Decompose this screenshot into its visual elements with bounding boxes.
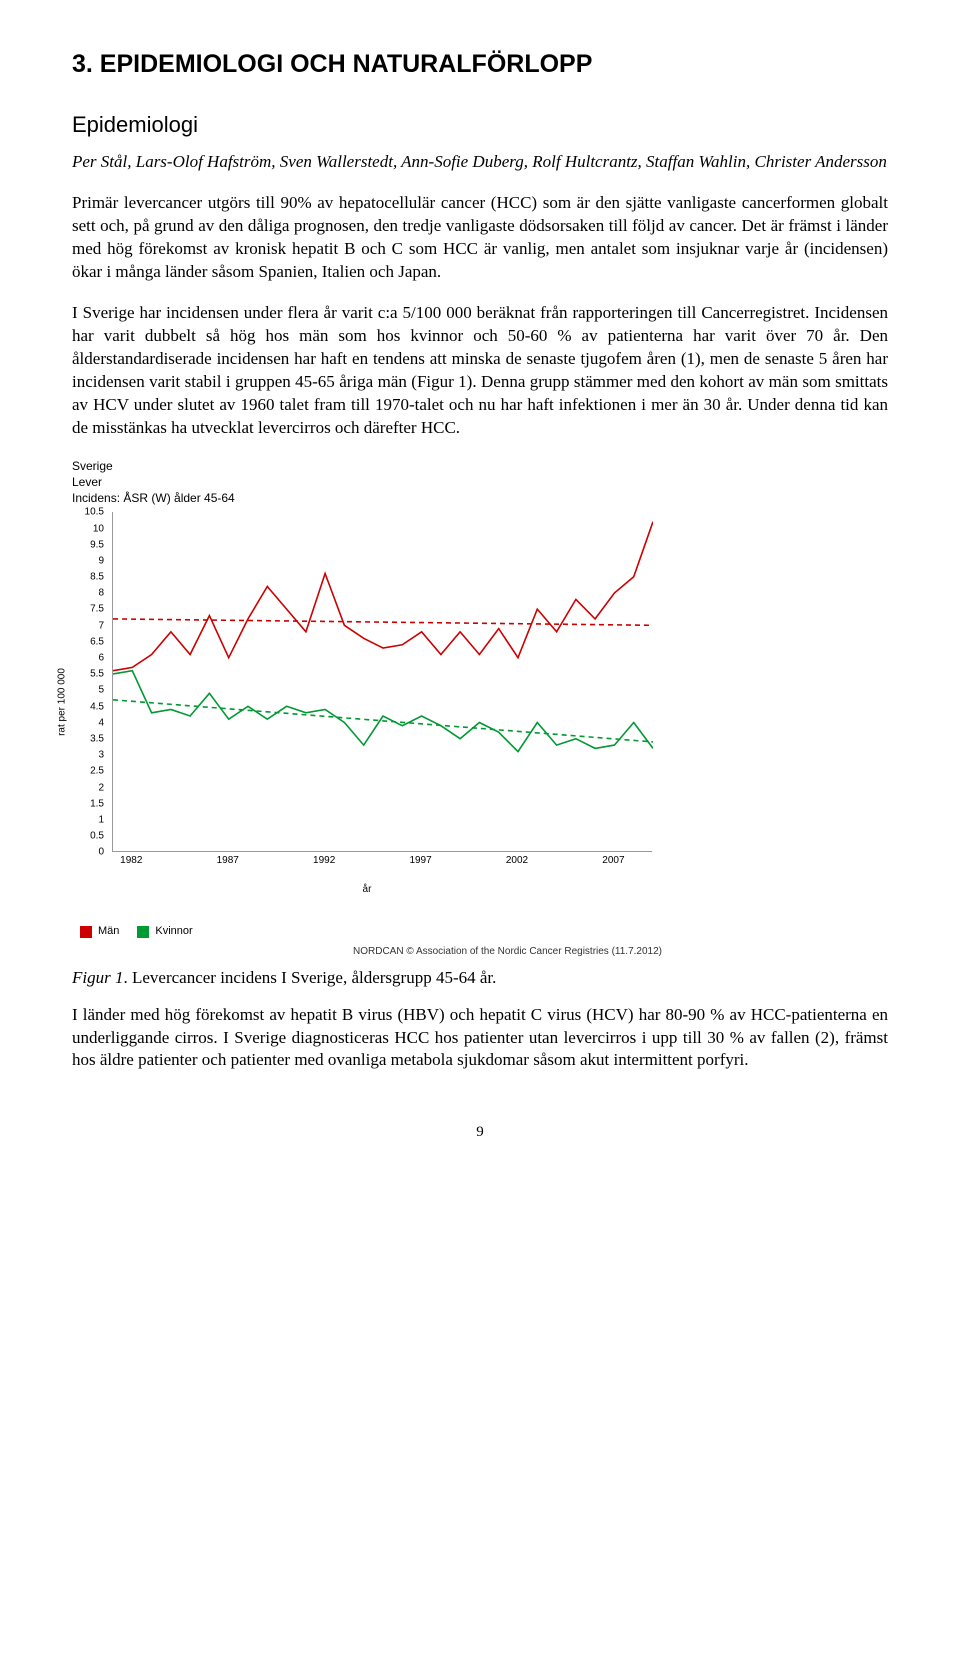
y-tick: 9.5: [90, 538, 104, 552]
y-tick: 2.5: [90, 765, 104, 779]
y-axis-label: rat per 100 000: [55, 668, 69, 736]
y-tick: 2: [98, 781, 104, 795]
x-tick: 2007: [602, 854, 624, 868]
swatch-women: [137, 926, 149, 938]
page-number: 9: [72, 1122, 888, 1142]
y-ticks: 00.511.522.533.544.555.566.577.588.599.5…: [72, 512, 108, 852]
chart-header: Sverige Lever Incidens: ÅSR (W) ålder 45…: [72, 458, 888, 507]
figure-label: Figur 1: [72, 968, 123, 987]
chart-header-line2: Lever: [72, 474, 888, 490]
y-tick: 9: [98, 554, 104, 568]
chart-figure: Sverige Lever Incidens: ÅSR (W) ålder 45…: [72, 458, 888, 959]
chart-header-line1: Sverige: [72, 458, 888, 474]
chart-footer: NORDCAN © Association of the Nordic Canc…: [72, 945, 662, 959]
y-tick: 8.5: [90, 570, 104, 584]
y-tick: 6.5: [90, 635, 104, 649]
y-tick: 3.5: [90, 732, 104, 746]
chart-svg: [113, 512, 653, 852]
legend-label-men: Män: [98, 924, 119, 939]
x-tick: 1997: [409, 854, 431, 868]
x-tick: 1982: [120, 854, 142, 868]
author-line: Per Stål, Lars-Olof Hafström, Sven Walle…: [72, 151, 888, 174]
legend: Män Kvinnor: [72, 924, 888, 939]
y-tick: 8: [98, 587, 104, 601]
y-tick: 10: [93, 522, 104, 536]
legend-item-women: Kvinnor: [137, 924, 192, 939]
x-ticks: 1982 1987 1992 1997 2002 2007: [112, 854, 652, 870]
y-tick: 1.5: [90, 797, 104, 811]
x-tick: 2002: [506, 854, 528, 868]
y-tick: 0.5: [90, 829, 104, 843]
section-heading: 3. EPIDEMIOLOGI OCH NATURALFÖRLOPP: [72, 48, 888, 82]
y-tick: 5: [98, 684, 104, 698]
paragraph-1: Primär levercancer utgörs till 90% av he…: [72, 192, 888, 284]
subsection-heading: Epidemiologi: [72, 110, 888, 140]
swatch-men: [80, 926, 92, 938]
x-tick: 1992: [313, 854, 335, 868]
figure-caption: Figur 1. Levercancer incidens I Sverige,…: [72, 967, 888, 990]
figure-caption-text: . Levercancer incidens I Sverige, ålders…: [123, 968, 496, 987]
y-tick: 3: [98, 748, 104, 762]
y-tick: 7: [98, 619, 104, 633]
chart-container: rat per 100 000 00.511.522.533.544.555.5…: [72, 512, 662, 892]
y-tick: 4.5: [90, 700, 104, 714]
y-tick: 0: [98, 846, 104, 860]
x-axis-label: år: [363, 883, 372, 897]
y-tick: 1: [98, 813, 104, 827]
y-tick: 5.5: [90, 667, 104, 681]
paragraph-2: I Sverige har incidensen under flera år …: [72, 302, 888, 440]
y-tick: 10.5: [85, 506, 104, 520]
y-tick: 7.5: [90, 603, 104, 617]
legend-label-women: Kvinnor: [155, 924, 192, 939]
chart-header-line3: Incidens: ÅSR (W) ålder 45-64: [72, 490, 888, 506]
y-tick: 4: [98, 716, 104, 730]
legend-item-men: Män: [80, 924, 119, 939]
x-tick: 1987: [217, 854, 239, 868]
plot-area: [112, 512, 652, 852]
y-tick: 6: [98, 651, 104, 665]
paragraph-3: I länder med hög förekomst av hepatit B …: [72, 1004, 888, 1073]
